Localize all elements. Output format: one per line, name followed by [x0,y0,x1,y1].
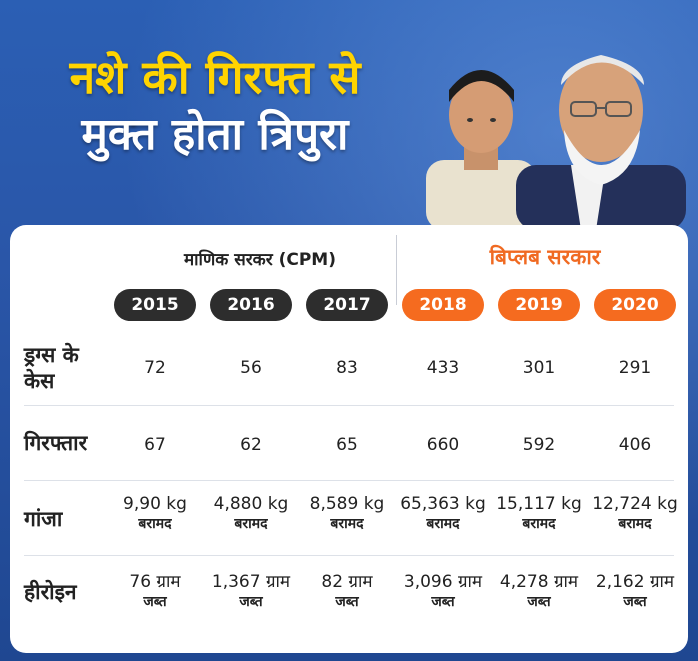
table-cell: 301 [522,358,556,378]
row-divider [24,405,674,406]
table-cell: 76 ग्राम जब्त [129,572,181,610]
year-pill-2019: 2019 [498,289,580,321]
table-cell: 433 [426,358,460,378]
table-cell: 15,117 kg बरामद [496,494,582,532]
table-cell: 9,90 kg बरामद [123,494,187,532]
year-pill-2017: 2017 [306,289,388,321]
table-cell: 82 ग्राम जब्त [321,572,373,610]
row-divider [24,480,674,481]
table-cell: 592 [522,435,556,455]
group-divider [396,235,397,305]
row-label: गांजा [24,507,63,531]
table-cell: 67 [144,435,166,455]
portrait-left [426,70,536,230]
table-cell: 65,363 kg बरामद [400,494,486,532]
table-cell: 4,880 kg बरामद [213,494,289,532]
year-pill-2018: 2018 [402,289,484,321]
table-cell: 65 [336,435,358,455]
table-cell: 62 [240,435,262,455]
headline-line-2: मुक्त होता त्रिपुरा [81,109,349,160]
table-cell: 291 [618,358,652,378]
table-cell: 2,162 ग्राम जब्त [595,572,675,610]
table-cell: 83 [336,358,358,378]
row-divider [24,555,674,556]
table-cell: 1,367 ग्राम जब्त [211,572,291,610]
group-left-label: माणिक सरकर (CPM) [183,250,336,270]
table-cell: 3,096 ग्राम जब्त [403,572,483,610]
year-pill-2015: 2015 [114,289,196,321]
row-label: गिरफ्तार [24,431,88,455]
year-pill-2016: 2016 [210,289,292,321]
row-label: हीरोइन [24,580,77,604]
table-cell: 12,724 kg बरामद [592,494,678,532]
table-cell: 56 [240,358,262,378]
table-cell: 406 [618,435,652,455]
headline: नशे की गिरफ्त से मुक्त होता त्रिपुरा [0,48,430,164]
group-right-label: बिप्लब सरकार [489,245,601,269]
table-cell: 8,589 kg बरामद [309,494,385,532]
headline-line-1: नशे की गिरफ्त से [69,50,361,104]
table-cell: 660 [426,435,460,455]
table-cell: 72 [144,358,166,378]
portrait-photos [426,55,686,230]
year-pill-2020: 2020 [594,289,676,321]
row-label: ड्रग्स के केस [24,343,79,393]
table-cell: 4,278 ग्राम जब्त [499,572,579,610]
portrait-right [516,55,686,230]
data-table-card: माणिक सरकर (CPM) बिप्लब सरकार 2015 2016 … [10,225,688,653]
